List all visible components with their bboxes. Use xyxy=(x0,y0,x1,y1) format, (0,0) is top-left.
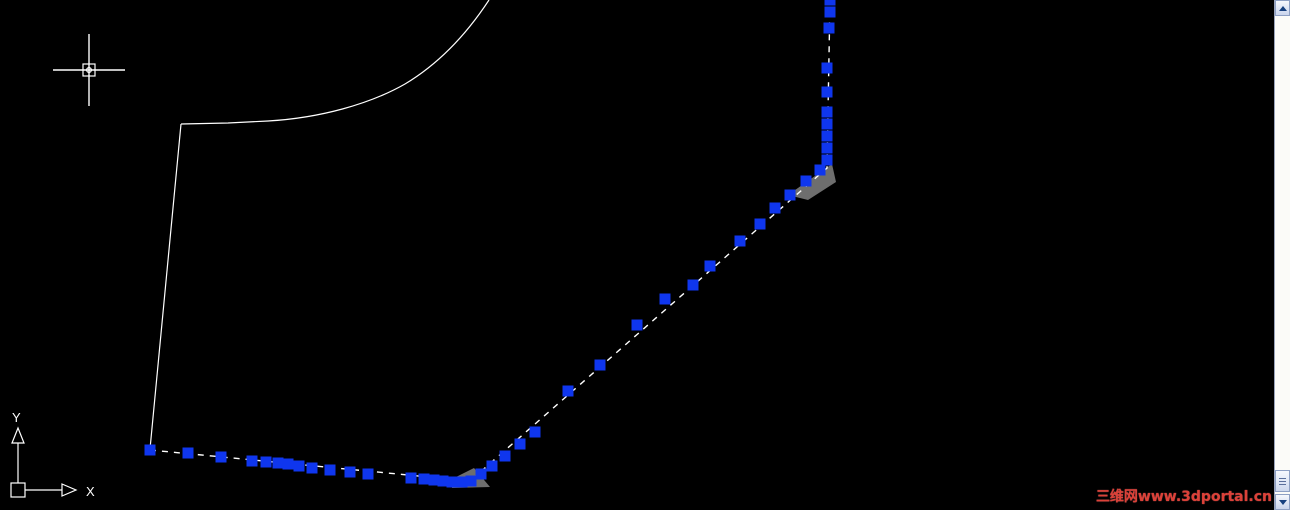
selection-grip-layer[interactable] xyxy=(144,0,836,488)
selection-grip[interactable] xyxy=(754,218,766,230)
scrollbar-track[interactable] xyxy=(1275,16,1290,494)
selection-grip[interactable] xyxy=(659,293,671,305)
ucs-y-axis-label: Y xyxy=(12,410,21,425)
ucs-icon xyxy=(10,426,78,498)
selection-grip[interactable] xyxy=(814,164,826,176)
selection-grip[interactable] xyxy=(562,385,574,397)
selection-grip[interactable] xyxy=(824,0,836,6)
selection-grip[interactable] xyxy=(465,475,477,487)
selection-grip[interactable] xyxy=(215,451,227,463)
selection-grip[interactable] xyxy=(306,462,318,474)
selection-grip[interactable] xyxy=(704,260,716,272)
selected-polyline[interactable] xyxy=(149,0,831,482)
selection-grip[interactable] xyxy=(260,456,272,468)
selection-grip[interactable] xyxy=(821,106,833,118)
selection-grip[interactable] xyxy=(428,474,440,486)
selection-grip[interactable] xyxy=(734,235,746,247)
selection-grip[interactable] xyxy=(418,473,430,485)
selection-grip[interactable] xyxy=(446,476,458,488)
selection-grip[interactable] xyxy=(475,468,487,480)
selection-grip[interactable] xyxy=(405,472,417,484)
selection-grip[interactable] xyxy=(821,118,833,130)
selection-grip[interactable] xyxy=(272,457,284,469)
selection-grip[interactable] xyxy=(821,142,833,154)
scroll-down-arrow-button[interactable] xyxy=(1275,494,1290,510)
vertical-scrollbar[interactable] xyxy=(1274,0,1290,510)
selection-grip[interactable] xyxy=(246,455,258,467)
selection-grip[interactable] xyxy=(821,154,833,166)
selection-grip[interactable] xyxy=(784,189,796,201)
selection-grip[interactable] xyxy=(182,447,194,459)
selection-grip[interactable] xyxy=(631,319,643,331)
selection-grip[interactable] xyxy=(293,460,305,472)
selection-grip[interactable] xyxy=(821,86,833,98)
selection-grip[interactable] xyxy=(324,464,336,476)
selection-grip[interactable] xyxy=(282,458,294,470)
selection-grip[interactable] xyxy=(823,22,835,34)
selection-grip[interactable] xyxy=(687,279,699,291)
selection-grip[interactable] xyxy=(344,466,356,478)
selection-grip[interactable] xyxy=(769,202,781,214)
spline-curve-top xyxy=(180,0,490,125)
selection-grip[interactable] xyxy=(514,438,526,450)
scrollbar-thumb[interactable] xyxy=(1275,470,1290,492)
selection-grip[interactable] xyxy=(821,62,833,74)
scroll-up-arrow-button[interactable] xyxy=(1275,0,1290,16)
chevron-down-icon xyxy=(1278,499,1287,505)
chevron-up-icon xyxy=(1278,5,1287,11)
selection-grip[interactable] xyxy=(362,468,374,480)
selection-grip[interactable] xyxy=(594,359,606,371)
left-edge-line xyxy=(149,123,182,450)
grip-lines-icon xyxy=(1279,477,1286,485)
selection-grip[interactable] xyxy=(437,475,449,487)
selection-grip[interactable] xyxy=(486,460,498,472)
selection-grip[interactable] xyxy=(824,6,836,18)
selection-grip[interactable] xyxy=(144,444,156,456)
selection-grip[interactable] xyxy=(800,175,812,187)
ucs-x-axis-label: X xyxy=(86,484,95,499)
selection-grip[interactable] xyxy=(499,450,511,462)
selection-grip[interactable] xyxy=(821,130,833,142)
selection-grip[interactable] xyxy=(456,476,468,488)
selection-grip[interactable] xyxy=(529,426,541,438)
crosshair-cursor xyxy=(53,34,125,106)
